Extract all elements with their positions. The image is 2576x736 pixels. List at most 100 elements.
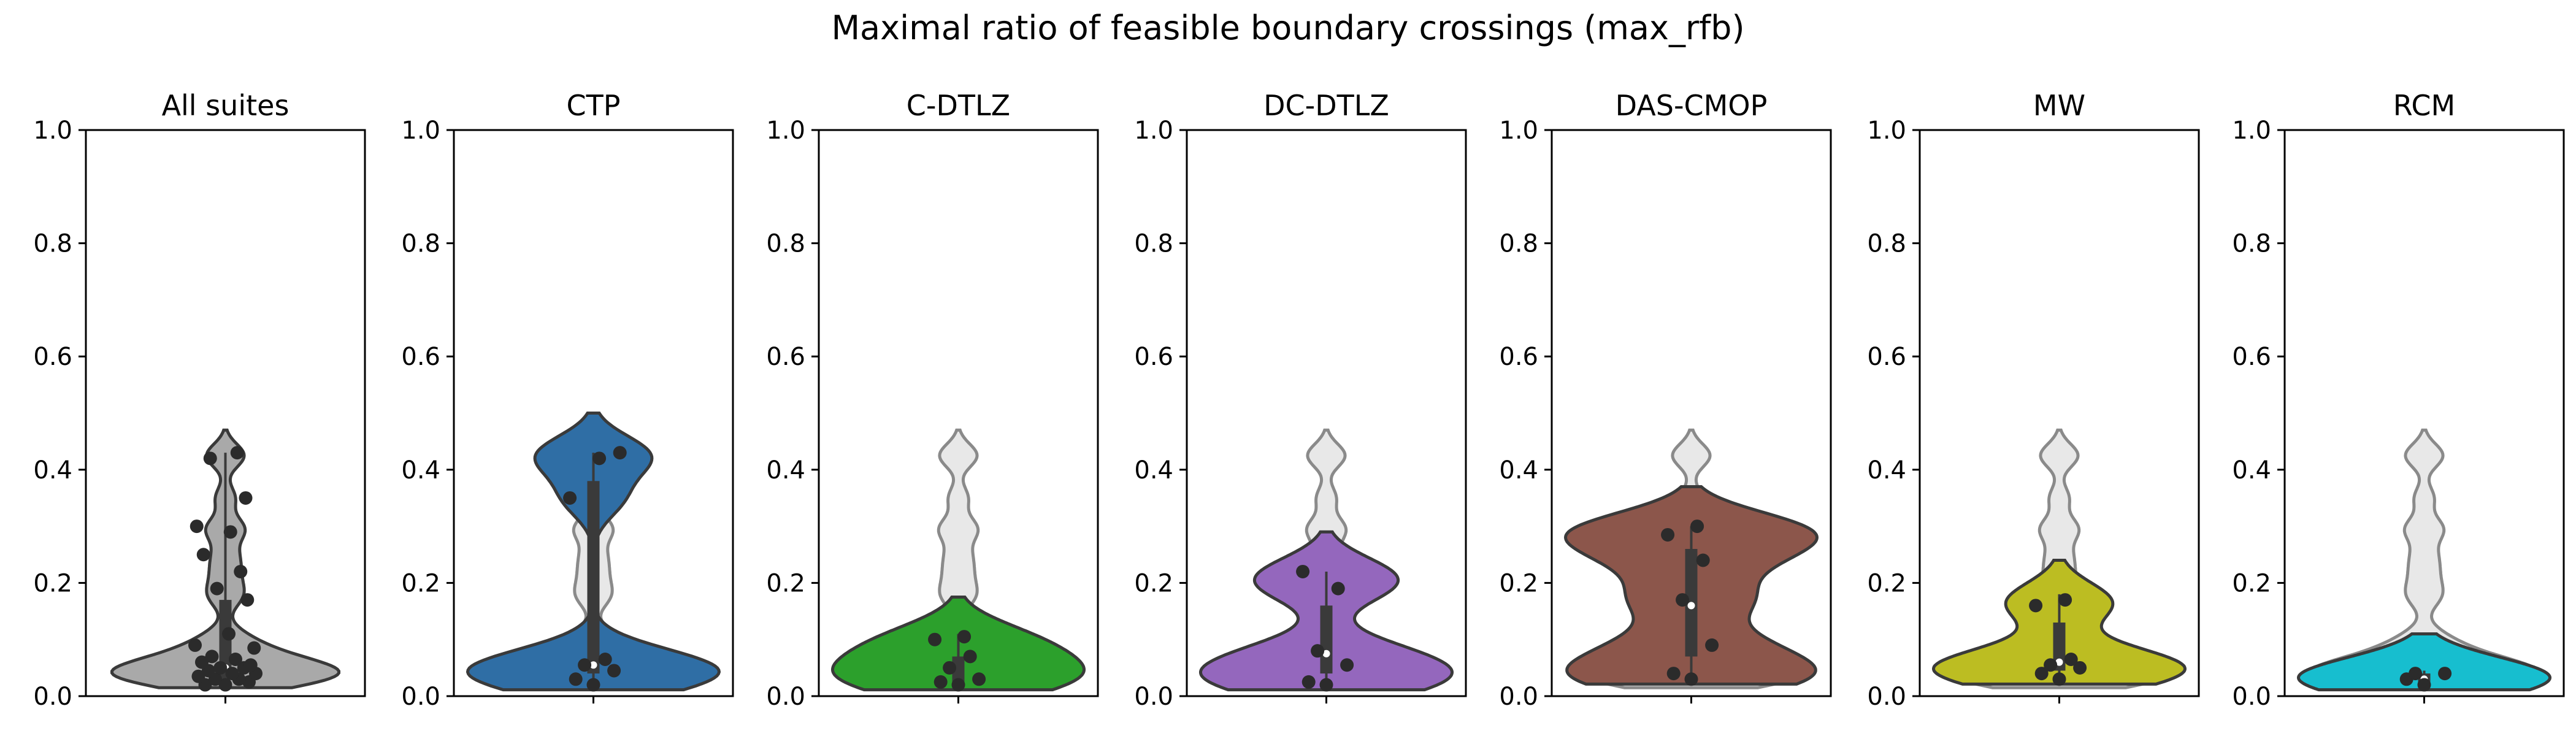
data-point	[957, 630, 972, 644]
chart-panel: RCM 0.0 0.2 0.4 0.6 0.8 1.0	[2232, 89, 2565, 711]
y-tick-label: 0.8	[766, 230, 805, 258]
data-point	[2438, 667, 2452, 681]
data-point	[239, 491, 253, 505]
data-point	[1311, 644, 1325, 658]
data-point	[563, 491, 577, 505]
y-tick-label: 0.8	[1867, 230, 1906, 258]
y-tick-label: 1.0	[2232, 117, 2271, 145]
data-point	[223, 525, 237, 539]
y-tick-label: 0.4	[1499, 456, 1538, 485]
y-tick-label: 0.8	[1499, 230, 1538, 258]
panel-title: C-DTLZ	[907, 89, 1010, 122]
data-point	[933, 675, 948, 689]
y-tick-label: 0.2	[2232, 569, 2271, 597]
data-point	[1696, 553, 1710, 567]
data-point	[234, 564, 248, 578]
y-tick-label: 1.0	[766, 117, 805, 145]
data-point	[191, 669, 205, 683]
reference-violin	[843, 428, 1073, 689]
y-tick-label: 0.8	[2232, 230, 2271, 258]
y-tick-label: 0.6	[33, 343, 72, 371]
data-point	[578, 658, 592, 672]
data-point	[2034, 667, 2049, 681]
data-point	[247, 641, 261, 655]
data-point	[592, 451, 607, 466]
panel-title: DC-DTLZ	[1263, 89, 1389, 122]
data-point	[188, 638, 202, 652]
data-point	[928, 632, 942, 646]
data-point	[195, 655, 209, 669]
y-tick-label: 0.2	[1499, 569, 1538, 597]
y-tick-label: 1.0	[33, 117, 72, 145]
data-point	[2052, 672, 2066, 686]
panel-title: MW	[2033, 89, 2085, 122]
data-point	[1296, 564, 1310, 578]
data-point	[243, 658, 258, 672]
data-point	[963, 650, 977, 664]
y-tick-label: 0.6	[1134, 343, 1173, 371]
median-marker	[1322, 650, 1330, 657]
data-point	[196, 548, 210, 562]
data-point	[943, 661, 957, 675]
chart-panel: All suites 0.0 0.2 0.4 0.6 0.8 1.0	[33, 89, 366, 711]
data-point	[218, 678, 232, 692]
median-marker	[2055, 658, 2063, 666]
data-point	[2044, 658, 2058, 672]
data-point	[1666, 667, 1681, 681]
data-point	[951, 678, 965, 692]
data-point	[1676, 593, 1690, 607]
chart-panels: All suites 0.0 0.2 0.4 0.6 0.8 1.0 CTP 0.0 0.2 0.4…	[33, 89, 2565, 711]
chart-panel: MW 0.0 0.2 0.4 0.6 0.8 1.0	[1867, 89, 2200, 711]
y-tick-label: 0.0	[1867, 683, 1906, 711]
panel-title: CTP	[567, 89, 621, 122]
y-tick-label: 0.2	[33, 569, 72, 597]
data-point	[1690, 519, 1704, 534]
y-tick-label: 0.0	[1499, 683, 1538, 711]
data-point	[613, 446, 627, 460]
data-point	[230, 446, 244, 460]
iqr-box	[1320, 605, 1333, 674]
y-tick-label: 1.0	[1499, 117, 1538, 145]
y-tick-label: 0.4	[1134, 456, 1173, 485]
data-point	[1319, 678, 1333, 692]
y-tick-label: 1.0	[1867, 117, 1906, 145]
y-tick-label: 0.0	[1134, 683, 1173, 711]
y-tick-label: 0.2	[401, 569, 440, 597]
y-tick-label: 0.8	[1134, 230, 1173, 258]
y-tick-label: 0.0	[2232, 683, 2271, 711]
y-tick-label: 0.0	[766, 683, 805, 711]
data-point	[213, 661, 228, 675]
data-point	[2073, 661, 2087, 675]
data-point	[1301, 675, 1316, 689]
data-point	[586, 678, 600, 692]
chart-panel: C-DTLZ 0.0 0.2 0.4 0.6 0.8 1.0	[766, 89, 1099, 711]
y-tick-label: 0.4	[401, 456, 440, 485]
y-tick-label: 0.4	[766, 456, 805, 485]
y-tick-label: 0.4	[33, 456, 72, 485]
y-tick-label: 0.8	[33, 230, 72, 258]
data-point	[240, 593, 255, 607]
chart-panel: DAS-CMOP 0.0 0.2 0.4 0.6 0.8 1.0	[1499, 89, 1832, 711]
data-point	[607, 664, 621, 678]
data-point	[1340, 658, 1354, 672]
data-point	[2409, 667, 2423, 681]
data-point	[229, 653, 242, 667]
y-tick-label: 0.6	[401, 343, 440, 371]
y-tick-label: 0.2	[766, 569, 805, 597]
data-point	[2029, 599, 2043, 613]
data-point	[190, 519, 204, 534]
data-point	[1661, 527, 1675, 542]
chart-panel: DC-DTLZ 0.0 0.2 0.4 0.6 0.8 1.0	[1134, 89, 1467, 711]
data-point	[2058, 593, 2072, 607]
data-point	[972, 672, 986, 686]
y-tick-label: 0.4	[1867, 456, 1906, 485]
data-point	[222, 627, 236, 641]
data-point	[1684, 672, 1698, 686]
data-point	[598, 653, 612, 667]
y-tick-label: 0.6	[2232, 343, 2271, 371]
panel-title: RCM	[2393, 89, 2455, 122]
iqr-box	[2053, 623, 2066, 671]
data-point	[1331, 581, 1345, 596]
y-tick-label: 0.6	[766, 343, 805, 371]
